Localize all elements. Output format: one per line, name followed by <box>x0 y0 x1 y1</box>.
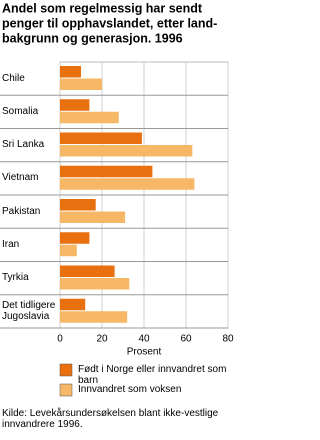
bar <box>60 66 81 78</box>
chart-title: bakgrunn og generasjon. 1996 <box>2 31 183 45</box>
x-axis-label: Prosent <box>127 347 162 358</box>
category-label: Sri Lanka <box>2 139 45 151</box>
chart: Andel som regelmessig har sendt penger ti… <box>0 1 234 430</box>
category-label: Pakistan <box>2 205 41 217</box>
bar <box>60 211 126 223</box>
bar <box>60 244 77 257</box>
legend-swatch <box>59 383 73 397</box>
bar <box>60 178 195 190</box>
source: Kilde: Levekårsundersøkelsen blant ikke-… <box>2 408 219 430</box>
bar <box>60 132 142 144</box>
bar <box>60 111 119 124</box>
category-label: Somalia <box>2 105 39 117</box>
legend-swatch <box>59 363 73 377</box>
legend-label: Innvandret som voksen <box>78 384 182 395</box>
x-tick-label: 80 <box>222 334 234 345</box>
bar <box>60 145 193 157</box>
bar <box>60 265 115 277</box>
x-tick-label: 0 <box>57 334 63 345</box>
category-label: Det tidligere Jugoslavia <box>2 300 56 323</box>
bar <box>60 232 90 244</box>
legend-label: Født i Norge eller innvandret som barn <box>78 364 227 386</box>
x-tick-label: 20 <box>96 334 108 345</box>
bar <box>60 99 90 111</box>
category-label: Vietnam <box>2 172 39 184</box>
chart-title: Andel som regelmessig har sendt <box>2 1 203 15</box>
category-label: Iran <box>2 238 20 250</box>
bar <box>60 165 153 178</box>
bar <box>60 298 86 311</box>
category-label: Tyrkia <box>2 272 29 284</box>
x-tick-label: 60 <box>180 334 192 345</box>
bar <box>60 199 96 211</box>
bar <box>60 278 130 290</box>
category-label: Chile <box>2 72 25 84</box>
bar <box>60 78 102 90</box>
bar <box>60 311 128 323</box>
x-tick-label: 40 <box>138 334 150 345</box>
chart-title: penger til opphavslandet, etter land- <box>2 16 217 30</box>
